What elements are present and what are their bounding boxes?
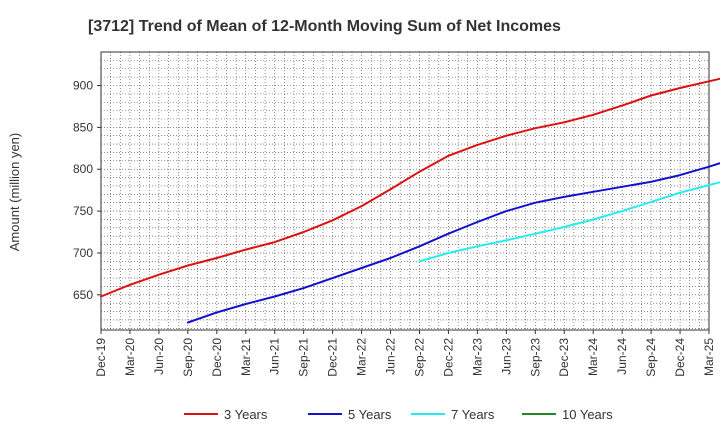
y-tick-label: 800 <box>73 162 93 176</box>
x-tick-label: Sep-22 <box>412 338 426 377</box>
x-tick-label: Jun-22 <box>384 338 398 375</box>
series-line-7-years <box>418 181 720 263</box>
plot-area <box>100 77 720 324</box>
x-tick-label: Sep-23 <box>528 338 542 377</box>
series-line-3-years <box>100 77 720 298</box>
plot-frame <box>100 51 710 331</box>
legend-label: 10 Years <box>562 407 613 422</box>
x-tick-label: Mar-21 <box>239 338 253 376</box>
x-tick-label: Jun-21 <box>268 338 282 375</box>
legend-label: 7 Years <box>451 407 495 422</box>
x-tick-label: Dec-24 <box>673 338 687 377</box>
x-tick-label: Mar-24 <box>586 338 600 376</box>
legend: 3 Years 5 Years 7 Years 10 Years <box>184 407 613 422</box>
series-line-5-years <box>186 162 720 324</box>
x-tick-label: Jun-23 <box>499 338 513 375</box>
x-tick-label: Mar-23 <box>470 338 484 376</box>
x-tick-label: Mar-25 <box>702 338 716 376</box>
y-tick-label: 750 <box>73 204 93 218</box>
legend-label: 5 Years <box>348 407 392 422</box>
x-tick-label: Dec-21 <box>326 338 340 377</box>
grid <box>100 51 710 331</box>
x-tick-label: Sep-20 <box>181 338 195 377</box>
x-tick-label: Dec-23 <box>557 338 571 377</box>
y-tick-label: 650 <box>73 288 93 302</box>
y-tick-label: 700 <box>73 246 93 260</box>
x-tick-label: Dec-19 <box>94 338 108 377</box>
legend-label: 3 Years <box>224 407 268 422</box>
x-tick-label: Sep-21 <box>297 338 311 377</box>
x-tick-label: Mar-20 <box>123 338 137 376</box>
y-tick-label: 850 <box>73 120 93 134</box>
x-tick-label: Jun-24 <box>615 338 629 375</box>
chart-title: [3712] Trend of Mean of 12-Month Moving … <box>88 18 561 35</box>
x-tick-label: Mar-22 <box>355 338 369 376</box>
x-axis: Dec-19 Mar-20 Jun-20 Sep-20 Dec-20 Mar-21 Jun-… <box>94 330 716 377</box>
x-tick-label: Dec-22 <box>441 338 455 377</box>
y-axis-label: Amount (million yen) <box>7 133 22 252</box>
y-axis: 650 700 750 800 850 900 <box>73 78 101 302</box>
x-tick-label: Dec-20 <box>210 338 224 377</box>
x-tick-label: Jun-20 <box>152 338 166 375</box>
x-tick-label: Sep-24 <box>644 338 658 377</box>
y-tick-label: 900 <box>73 78 93 92</box>
